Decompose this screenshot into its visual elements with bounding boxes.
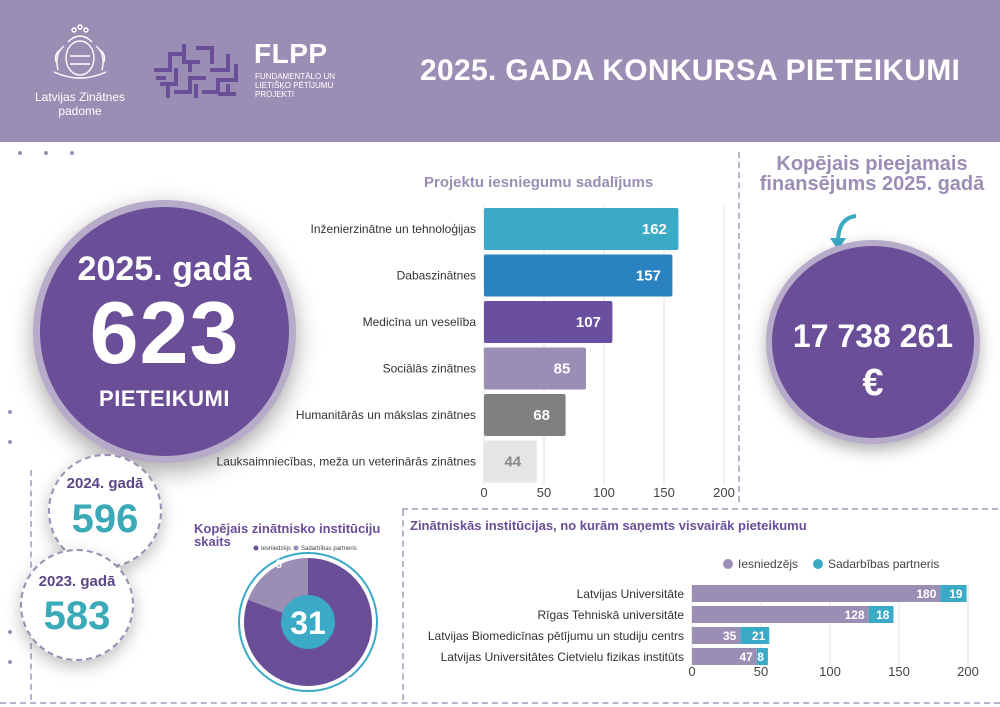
bar-value-label: 180 — [916, 587, 936, 601]
bar-value-label: 19 — [949, 587, 963, 601]
curved-arrow-icon — [826, 212, 862, 257]
total-applications-circle — [33, 200, 296, 463]
bar-value-label: 107 — [576, 314, 601, 331]
coat-of-arms-icon — [40, 20, 120, 86]
current-year-value: 623 — [89, 283, 240, 382]
flpp-subtitle: FUNDAMENTĀLO UN LIETIŠĶO PĒTĪJUMU PROJEK… — [255, 72, 336, 99]
x-tick-label: 50 — [537, 485, 551, 500]
category-label: Inženierzinātne un tehnoloģijas — [311, 222, 476, 236]
bar-value-label: 44 — [504, 454, 521, 471]
category-label: Latvijas Universitātes Cietvielu fizikas… — [441, 650, 684, 664]
divider — [402, 510, 404, 700]
legend-label: Sadarbības partneris — [301, 546, 357, 552]
category-label: Humanitārās un mākslas zinātnes — [296, 408, 476, 422]
x-tick-label: 200 — [957, 664, 979, 679]
year-2024-label: 2024. gadā — [66, 475, 144, 492]
org-name: Latvijas Zinātnes padome — [34, 90, 126, 118]
funding-title: Kopējais pieejamais finansējums 2025. ga… — [759, 153, 985, 195]
bar-value-label: 85 — [554, 361, 571, 378]
category-label: Dabaszinātnes — [397, 269, 476, 283]
chart-distribution-title: Projektu iesniegumu sadalījums — [424, 174, 654, 191]
institutions-count-title: Kopējais zinātnisko institūciju skaits — [194, 521, 381, 549]
bar — [484, 254, 673, 297]
bar-value-label: 18 — [876, 608, 890, 622]
bar — [484, 301, 613, 343]
flpp-maze-logo-icon — [150, 40, 242, 102]
bar-value-label: 128 — [845, 608, 865, 622]
funding-circle — [766, 240, 980, 444]
bar — [484, 440, 537, 483]
year-2024-value: 596 — [71, 497, 139, 541]
bar-segment — [692, 627, 741, 644]
legend-label: Iesniedzējs — [261, 546, 291, 552]
category-label: Rīgas Tehniskā universitāte — [537, 608, 684, 622]
legend-swatch — [293, 545, 299, 551]
flpp-title: FLPP — [254, 38, 328, 69]
top-institutions-title: Zinātniskās institūcijas, no kurām saņem… — [410, 518, 807, 533]
bar-value-label: 8 — [757, 650, 764, 664]
x-tick-label: 50 — [754, 664, 768, 679]
funding-currency: € — [862, 362, 884, 404]
year-2023-value: 583 — [43, 594, 111, 638]
pie-slice-label: 6 — [275, 557, 282, 571]
bar-segment — [756, 648, 768, 665]
decor-dot — [8, 660, 12, 664]
bar-value-label: 35 — [723, 629, 737, 643]
bar-segment — [692, 585, 941, 602]
bar-segment — [940, 585, 967, 602]
decor-dot — [18, 151, 22, 155]
x-tick-label: 200 — [713, 485, 735, 500]
legend-swatch — [253, 545, 259, 551]
bar-segment — [692, 648, 757, 665]
divider — [0, 702, 1000, 704]
bar-value-label: 162 — [642, 221, 667, 238]
category-label: Sociālās zinātnes — [383, 362, 476, 376]
divider — [402, 508, 998, 510]
x-tick-label: 0 — [480, 485, 487, 500]
decor-dot — [70, 151, 74, 155]
bar — [484, 208, 679, 250]
current-year-unit: PIETEIKUMI — [99, 386, 230, 411]
bar — [484, 394, 566, 436]
bar-segment — [692, 606, 869, 623]
x-tick-label: 150 — [888, 664, 910, 679]
year-2023-circle — [20, 549, 134, 661]
current-year-label: 2025. gadā — [77, 250, 252, 288]
legend-label: Sadarbības partneris — [828, 557, 939, 571]
pie-center-value: 31 — [290, 605, 326, 641]
bar-value-label: 157 — [636, 268, 661, 285]
category-label: Latvijas Universitāte — [577, 587, 685, 601]
bar-value-label: 21 — [752, 629, 766, 643]
decor-dot — [8, 630, 12, 634]
bar-segment — [740, 627, 770, 644]
bar — [484, 347, 586, 390]
legend-label: Iesniedzējs — [738, 557, 798, 571]
bar-segment — [868, 606, 894, 623]
x-tick-label: 0 — [688, 664, 695, 679]
x-tick-label: 100 — [593, 485, 615, 500]
decor-dot — [44, 151, 48, 155]
category-label: Latvijas Biomedicīnas pētījumu un studij… — [428, 629, 684, 643]
pie-slice-label: 25 — [347, 675, 361, 689]
pie-center — [281, 595, 335, 649]
funding-amount: 17 738 261 — [792, 318, 954, 354]
category-label: Medicīna un veselība — [363, 315, 477, 329]
divider — [738, 152, 740, 502]
x-tick-label: 150 — [653, 485, 675, 500]
year-2023-label: 2023. gadā — [38, 573, 116, 590]
category-label: Lauksaimniecības, meža un veterinārās zi… — [217, 455, 476, 469]
decor-dot — [8, 440, 12, 444]
x-tick-label: 100 — [819, 664, 841, 679]
decor-dot — [8, 410, 12, 414]
page-title: 2025. GADA KONKURSA PIETEIKUMI — [420, 54, 961, 87]
bar-value-label: 47 — [740, 650, 754, 664]
legend-swatch — [813, 559, 823, 569]
legend-swatch — [723, 559, 733, 569]
bar-value-label: 68 — [533, 407, 550, 424]
